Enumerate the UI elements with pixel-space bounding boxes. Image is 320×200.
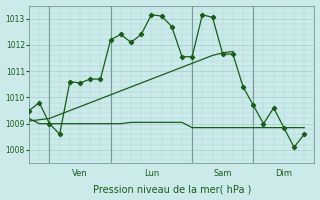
X-axis label: Pression niveau de la mer( hPa ): Pression niveau de la mer( hPa ) xyxy=(92,184,251,194)
Text: Sam: Sam xyxy=(213,169,232,178)
Text: Ven: Ven xyxy=(72,169,88,178)
Text: Dim: Dim xyxy=(276,169,292,178)
Text: Lun: Lun xyxy=(144,169,159,178)
